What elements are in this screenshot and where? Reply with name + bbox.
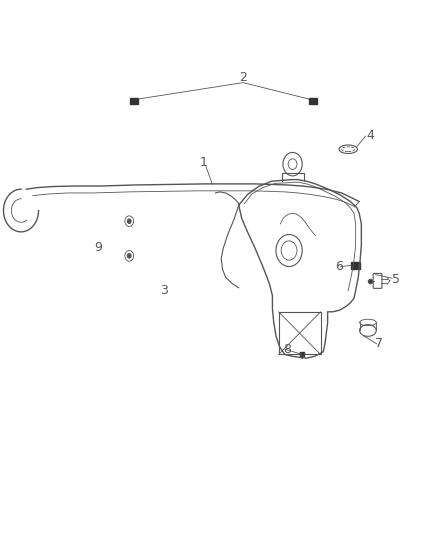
Polygon shape	[309, 98, 317, 104]
Polygon shape	[351, 262, 360, 269]
Text: 4: 4	[366, 130, 374, 142]
Text: 3: 3	[160, 284, 168, 297]
Text: 1: 1	[200, 156, 208, 169]
Circle shape	[127, 254, 131, 258]
Text: 2: 2	[239, 71, 247, 84]
Text: 7: 7	[375, 337, 383, 350]
Text: 6: 6	[336, 260, 343, 273]
Circle shape	[127, 219, 131, 223]
Polygon shape	[130, 98, 138, 104]
Text: 5: 5	[392, 273, 400, 286]
Text: 8: 8	[283, 343, 291, 356]
Text: 9: 9	[95, 241, 102, 254]
